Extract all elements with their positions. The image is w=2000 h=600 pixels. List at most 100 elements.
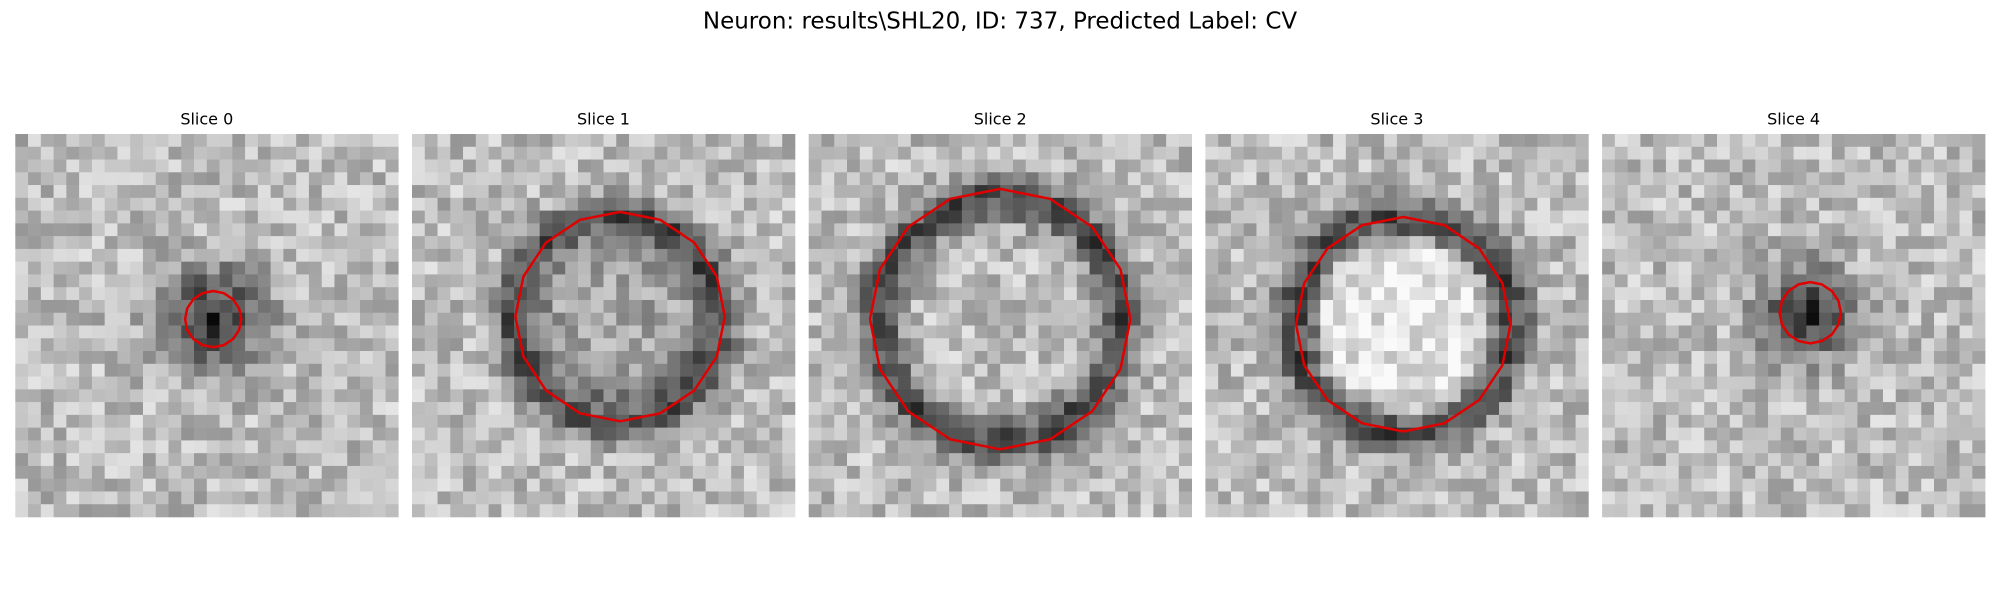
pixel <box>321 236 335 250</box>
pixel <box>910 287 924 301</box>
pixel <box>1742 465 1756 479</box>
pixel <box>910 325 924 339</box>
pixel <box>1140 172 1154 186</box>
pixel <box>1691 504 1705 518</box>
pixel <box>1000 453 1014 467</box>
pixel <box>40 465 54 479</box>
pixel <box>463 185 477 199</box>
pixel <box>168 325 182 339</box>
pixel <box>1921 210 1935 224</box>
pixel <box>117 134 131 148</box>
pixel <box>616 453 630 467</box>
pixel <box>219 312 233 326</box>
pixel <box>488 465 502 479</box>
pixel <box>514 159 528 173</box>
pixel <box>936 440 950 454</box>
pixel <box>130 465 144 479</box>
pixel <box>923 325 937 339</box>
pixel <box>385 197 399 211</box>
pixel <box>923 376 937 390</box>
pixel <box>155 236 169 250</box>
pixel <box>1844 299 1858 314</box>
pixel <box>1614 351 1628 365</box>
pixel <box>1895 274 1909 288</box>
pixel <box>577 478 592 492</box>
pixel <box>782 210 796 224</box>
pixel <box>1038 312 1052 326</box>
pixel <box>1729 197 1743 211</box>
pixel <box>1473 146 1487 160</box>
pixel <box>1371 478 1385 492</box>
pixel <box>1460 453 1474 467</box>
pixel <box>1422 159 1436 173</box>
pixel <box>1602 197 1616 211</box>
pixel <box>66 223 80 237</box>
pixel <box>1025 172 1039 186</box>
pixel <box>1115 172 1129 186</box>
pixel <box>347 274 361 288</box>
pixel <box>1562 261 1576 275</box>
pixel <box>1243 172 1257 186</box>
pixel <box>245 491 259 505</box>
pixel <box>1562 376 1576 390</box>
pixel <box>654 159 668 173</box>
pixel <box>463 453 477 467</box>
pixel <box>1012 210 1027 224</box>
pixel <box>15 389 29 403</box>
pixel <box>1831 134 1845 148</box>
pixel <box>372 440 386 454</box>
pixel <box>1717 491 1731 505</box>
pixel <box>1729 146 1743 160</box>
pixel <box>463 146 477 160</box>
pixel <box>692 172 706 186</box>
pixel <box>308 299 322 314</box>
pixel <box>450 351 464 365</box>
pixel <box>552 363 566 377</box>
pixel <box>1345 376 1359 390</box>
pixel <box>1076 287 1090 301</box>
pixel <box>1934 351 1948 365</box>
pixel <box>1153 402 1167 416</box>
pixel <box>245 248 259 262</box>
pixel <box>385 325 399 339</box>
pixel <box>79 402 93 416</box>
pixel <box>53 146 67 160</box>
pixel <box>347 376 361 390</box>
pixel <box>1895 185 1909 199</box>
pixel <box>1499 376 1513 390</box>
pixel <box>1000 261 1014 275</box>
pixel <box>1934 248 1948 262</box>
pixel <box>1729 478 1743 492</box>
pixel <box>1511 248 1525 262</box>
pixel <box>1333 159 1347 173</box>
pixel <box>1051 351 1065 365</box>
pixel <box>1064 299 1078 314</box>
pixel <box>463 236 477 250</box>
pixel <box>1742 223 1756 237</box>
pixel <box>1038 159 1052 173</box>
pixel <box>53 478 67 492</box>
pixel <box>1524 440 1538 454</box>
pixel <box>1409 287 1423 301</box>
pixel <box>1665 338 1679 352</box>
pixel <box>53 287 67 301</box>
pixel <box>91 197 105 211</box>
pixel <box>1691 351 1705 365</box>
pixel <box>437 197 451 211</box>
pixel <box>28 465 42 479</box>
pixel <box>40 287 54 301</box>
pixel <box>808 274 822 288</box>
pixel <box>1946 376 1960 390</box>
pixel <box>1499 261 1513 275</box>
pixel <box>1435 274 1449 288</box>
pixel <box>117 197 131 211</box>
pixel <box>1422 223 1436 237</box>
pixel <box>1857 376 1871 390</box>
pixel <box>1742 363 1756 377</box>
pixel <box>603 402 617 416</box>
pixel <box>1934 363 1948 377</box>
pixel <box>1012 261 1027 275</box>
pixel <box>15 478 29 492</box>
pixel <box>1384 376 1398 390</box>
pixel <box>1870 325 1884 339</box>
